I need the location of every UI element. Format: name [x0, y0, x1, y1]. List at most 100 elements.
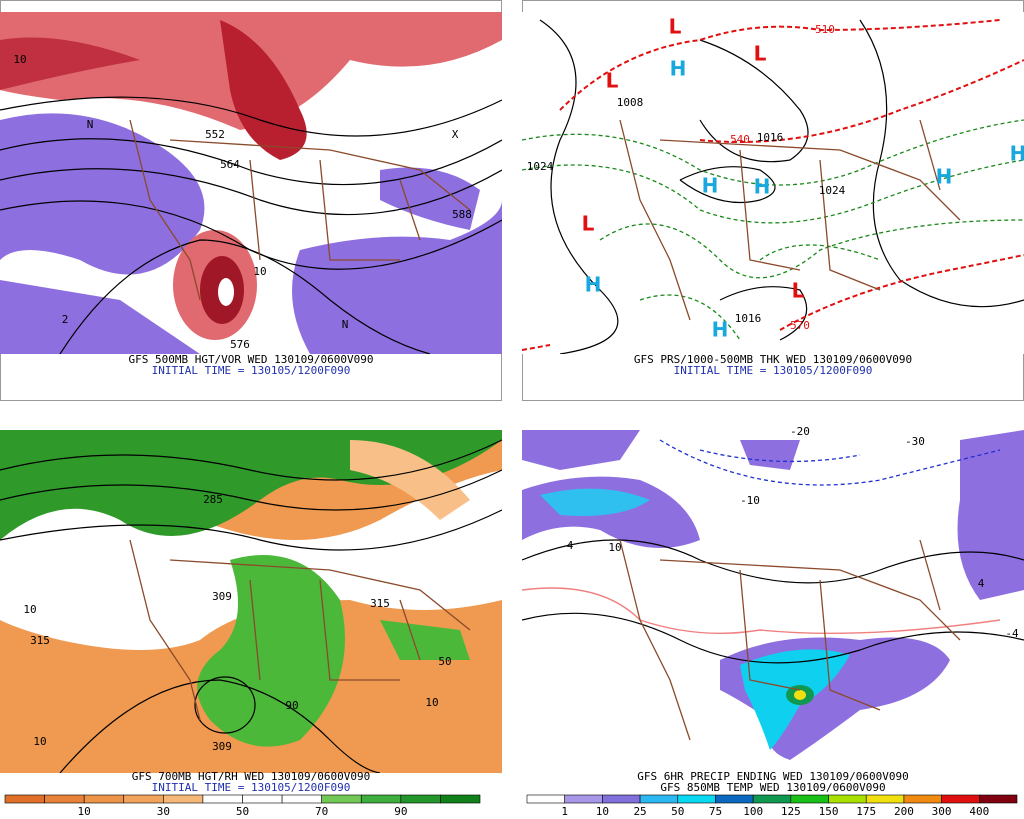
map-500mb	[0, 12, 502, 354]
colorbar-label: 50	[236, 805, 249, 818]
contour-label: -4	[1005, 627, 1019, 640]
colorbar-label: 70	[315, 805, 328, 818]
contour-label: -20	[790, 425, 810, 438]
colorbar-label: 175	[856, 805, 876, 818]
contour-label: 10	[13, 53, 26, 66]
panel-initial-time: INITIAL TIME = 130105/1200F090	[152, 364, 351, 377]
panel-caption: GFS PRS/1000-500MB THK WED 130109/0600V0…	[634, 353, 912, 366]
pressure-center: H	[712, 318, 729, 342]
colorbar-swatch	[526, 794, 565, 804]
contour-label: 552	[205, 128, 225, 141]
colorbar-label: 100	[743, 805, 763, 818]
colorbar-swatch	[440, 794, 481, 804]
contour-label: 10	[425, 696, 438, 709]
colorbar-label: 300	[932, 805, 952, 818]
colorbar-label: 90	[394, 805, 407, 818]
pressure-center: H	[670, 57, 687, 81]
map-700mb	[0, 430, 502, 773]
colorbar-swatch	[321, 794, 362, 804]
colorbar-label: 10	[596, 805, 609, 818]
contour-label: X	[452, 128, 459, 141]
colorbar-swatch	[941, 794, 980, 804]
contour-label: 10	[23, 603, 36, 616]
pressure-center: L	[606, 69, 619, 93]
contour-label: 309	[212, 740, 232, 753]
contour-label: 564	[220, 158, 240, 171]
contour-label: N	[342, 318, 349, 331]
pressure-center: L	[582, 212, 595, 236]
colorbar-label: 10	[78, 805, 91, 818]
colorbar-swatch	[400, 794, 441, 804]
colorbar-label: 1	[561, 805, 568, 818]
pressure-center: H	[1010, 142, 1024, 166]
contour-label: 4	[567, 539, 574, 552]
pressure-center: H	[936, 165, 953, 189]
pressure-center: L	[669, 15, 682, 39]
colorbar-label: 125	[781, 805, 801, 818]
colorbar-label: 400	[969, 805, 989, 818]
contour-label: 1016	[757, 131, 784, 144]
colorbar-label: 75	[709, 805, 722, 818]
contour-label: -10	[740, 494, 760, 507]
colorbar-swatch	[677, 794, 716, 804]
colorbar-swatch	[752, 794, 792, 804]
contour-label: 50	[438, 655, 451, 668]
contour-label: 90	[285, 699, 298, 712]
contour-label: 10	[33, 735, 46, 748]
panel-subcaption: GFS 850MB TEMP WED 130109/0600V090	[660, 781, 885, 794]
contour-label: 1024	[819, 184, 846, 197]
pressure-center: H	[754, 175, 771, 199]
panel-caption: GFS 700MB HGT/RH WED 130109/0600V090	[132, 770, 370, 783]
colorbar-swatch	[602, 794, 641, 804]
colorbar-swatch	[123, 794, 164, 804]
contour-label: 309	[212, 590, 232, 603]
contour-label: 10	[253, 265, 266, 278]
panel-caption: GFS 500MB HGT/VOR WED 130109/0600V090	[128, 353, 373, 366]
colorbar-label: 30	[157, 805, 170, 818]
contour-label: -30	[905, 435, 925, 448]
colorbar-label: 200	[894, 805, 914, 818]
colorbar-swatch	[163, 794, 204, 804]
contour-label: 285	[203, 493, 223, 506]
panel-caption: GFS 6HR PRECIP ENDING WED 130109/0600V09…	[637, 770, 909, 783]
colorbar-swatch	[83, 794, 125, 804]
colorbar-swatch	[242, 794, 283, 804]
colorbar-swatch	[281, 794, 322, 804]
pressure-center: H	[585, 273, 602, 297]
pressure-center: L	[754, 42, 767, 66]
contour-label: 315	[370, 597, 390, 610]
contour-label: 1024	[527, 160, 554, 173]
panel-initial-time: INITIAL TIME = 130105/1200F090	[674, 364, 873, 377]
map-precip	[522, 430, 1024, 773]
colorbar-swatch	[44, 794, 85, 804]
panel-initial-time: INITIAL TIME = 130105/1200F090	[152, 781, 351, 794]
contour-label: 4	[978, 577, 985, 590]
contour-label: 540	[730, 133, 750, 146]
contour-label: 510	[815, 23, 835, 36]
colorbar-swatch	[4, 794, 45, 804]
colorbar-swatch	[903, 794, 942, 804]
colorbar-swatch	[360, 794, 402, 804]
colorbar-swatch	[202, 794, 243, 804]
colorbar-swatch	[564, 794, 603, 804]
colorbar-swatch	[639, 794, 679, 804]
map-pressure-thickness	[522, 12, 1024, 354]
contour-label: 2	[62, 313, 69, 326]
contour-label: 1008	[617, 96, 644, 109]
contour-label: 576	[230, 338, 250, 351]
colorbar-swatch	[865, 794, 905, 804]
colorbar-label: 25	[633, 805, 646, 818]
colorbar-swatch	[828, 794, 867, 804]
contour-label: N	[87, 118, 94, 131]
contour-label: 10	[608, 541, 621, 554]
colorbar-swatch	[979, 794, 1018, 804]
colorbar-swatch	[715, 794, 754, 804]
contour-label: 588	[452, 208, 472, 221]
contour-label: 1016	[735, 312, 762, 325]
colorbar-swatch	[790, 794, 829, 804]
colorbar-label: 50	[671, 805, 684, 818]
pressure-center: H	[702, 174, 719, 198]
colorbar-label: 150	[819, 805, 839, 818]
